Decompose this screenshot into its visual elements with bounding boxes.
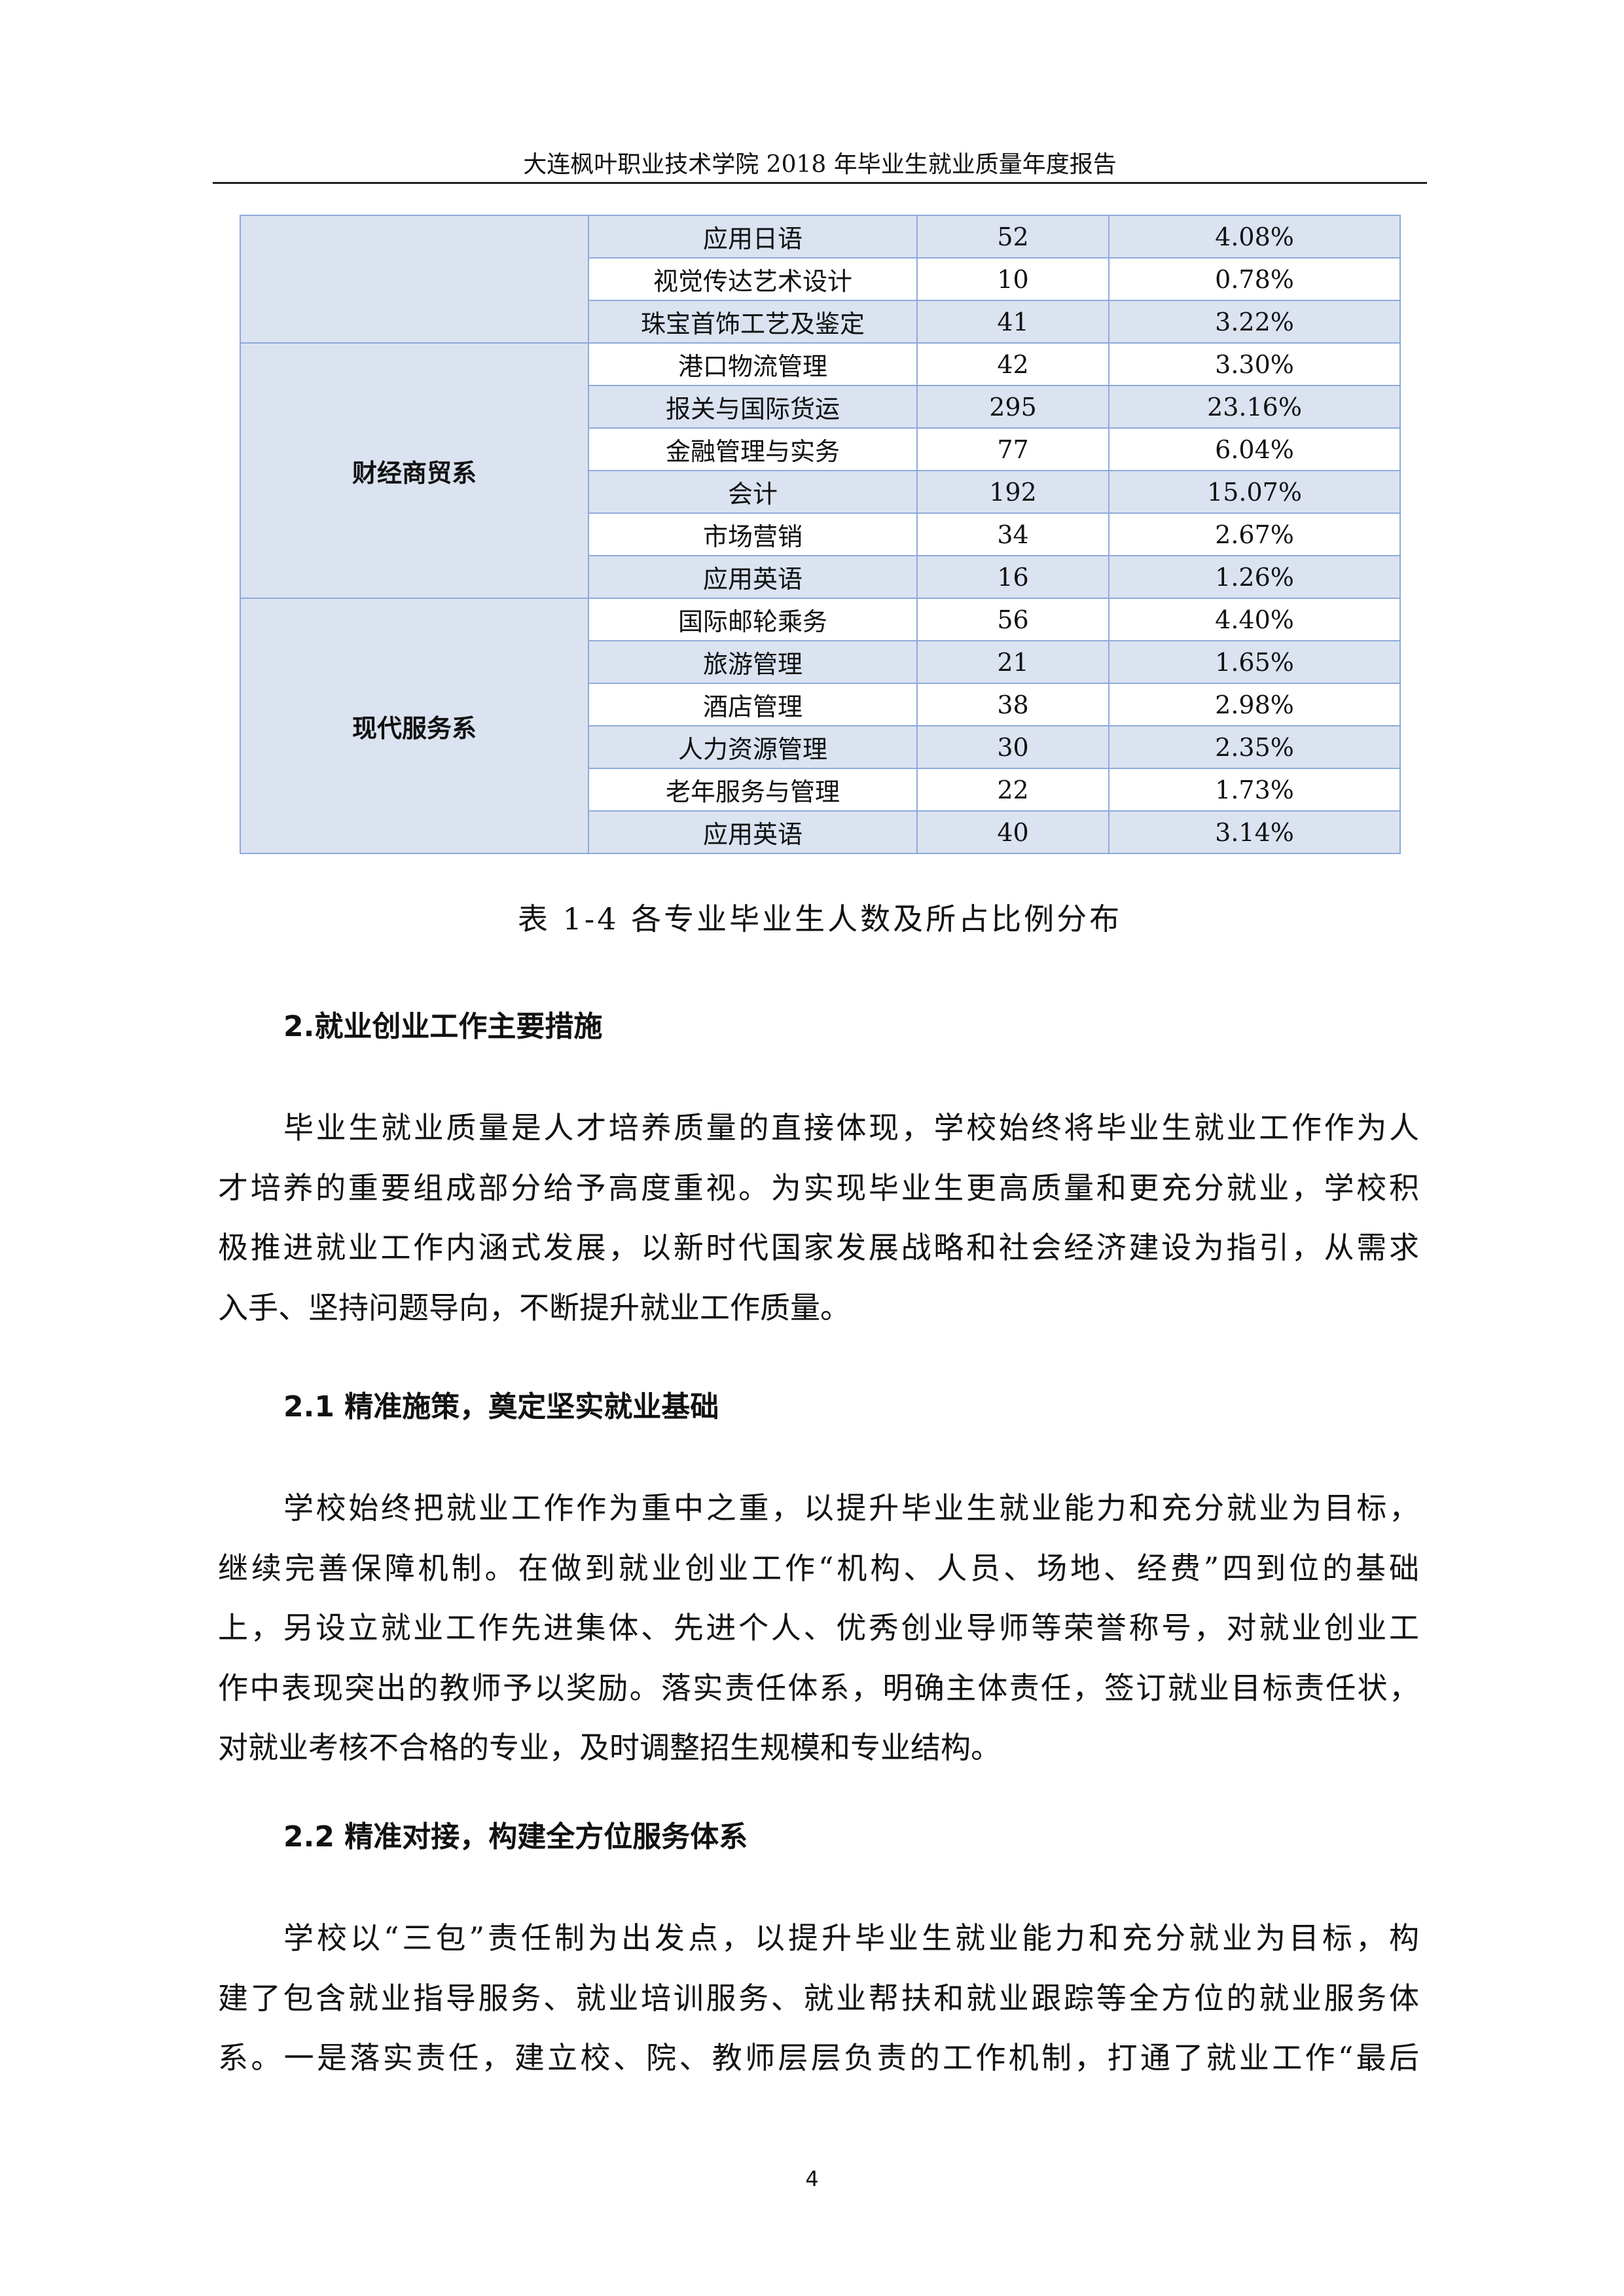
major-cell: 金融管理与实务 <box>588 427 918 471</box>
table-row: 珠宝首饰工艺及鉴定 41 3.22% <box>240 300 1401 344</box>
major-cell: 老年服务与管理 <box>588 768 918 812</box>
percent-cell: 4.08% <box>1108 215 1401 259</box>
count-cell: 16 <box>916 555 1110 599</box>
major-cell: 人力资源管理 <box>588 725 918 769</box>
major-cell: 珠宝首饰工艺及鉴定 <box>588 300 918 344</box>
table-row: 应用英语 40 3.14% <box>240 810 1401 854</box>
percent-cell: 2.98% <box>1108 683 1401 726</box>
percent-cell: 3.14% <box>1108 810 1401 854</box>
paragraph-line: 极推进就业工作内涵式发展，以新时代国家发展战略和社会经济建设为指引，从需求 <box>218 1230 1419 1265</box>
table-row: 人力资源管理 30 2.35% <box>240 725 1401 769</box>
paragraph-line: 上，另设立就业工作先进集体、先进个人、优秀创业导师等荣誉称号，对就业创业工 <box>218 1610 1419 1645</box>
count-cell: 77 <box>916 427 1110 471</box>
count-cell: 295 <box>916 385 1110 429</box>
count-cell: 30 <box>916 725 1110 769</box>
major-cell: 港口物流管理 <box>588 342 918 386</box>
major-cell: 会计 <box>588 470 918 514</box>
count-cell: 41 <box>916 300 1110 344</box>
major-cell: 旅游管理 <box>588 640 918 684</box>
table-row: 金融管理与实务 77 6.04% <box>240 427 1401 471</box>
paragraph-line: 学校以“三包”责任制为出发点，以提升毕业生就业能力和充分就业为目标，构 <box>283 1920 1419 1956</box>
table-row: 老年服务与管理 22 1.73% <box>240 768 1401 812</box>
percent-cell: 2.35% <box>1108 725 1401 769</box>
table-row: 现代服务系 国际邮轮乘务 56 4.40% <box>240 598 1401 854</box>
table-row: 财经商贸系 港口物流管理 42 3.30% <box>240 342 1401 599</box>
percent-cell: 15.07% <box>1108 470 1401 514</box>
paragraph-line: 才培养的重要组成部分给予高度重视。为实现毕业生更高质量和更充分就业，学校积 <box>218 1170 1419 1206</box>
paragraph-line: 继续完善保障机制。在做到就业创业工作“机构、人员、场地、经费”四到位的基础 <box>218 1550 1419 1586</box>
table-row: 报关与国际货运 295 23.16% <box>240 385 1401 429</box>
count-cell: 21 <box>916 640 1110 684</box>
count-cell: 34 <box>916 512 1110 556</box>
table-row: 应用日语 52 4.08% <box>240 215 1401 344</box>
count-cell: 40 <box>916 810 1110 854</box>
percent-cell: 6.04% <box>1108 427 1401 471</box>
count-cell: 38 <box>916 683 1110 726</box>
major-cell: 国际邮轮乘务 <box>588 598 918 641</box>
table-row: 视觉传达艺术设计 10 0.78% <box>240 257 1401 301</box>
percent-cell: 4.40% <box>1108 598 1401 641</box>
percent-cell: 3.22% <box>1108 300 1401 344</box>
count-cell: 56 <box>916 598 1110 641</box>
percent-cell: 0.78% <box>1108 257 1401 301</box>
count-cell: 10 <box>916 257 1110 301</box>
major-cell: 应用英语 <box>588 555 918 599</box>
paragraph-line: 系。一是落实责任，建立校、院、教师层层负责的工作机制，打通了就业工作“最后 <box>218 2040 1419 2075</box>
major-cell: 视觉传达艺术设计 <box>588 257 918 301</box>
major-cell: 应用英语 <box>588 810 918 854</box>
percent-cell: 1.26% <box>1108 555 1401 599</box>
count-cell: 52 <box>916 215 1110 259</box>
percent-cell: 2.67% <box>1108 512 1401 556</box>
major-cell: 市场营销 <box>588 512 918 556</box>
paragraph-line: 对就业考核不合格的专业，及时调整招生规模和专业结构。 <box>218 1730 1001 1765</box>
table-caption: 表 1-4 各专业毕业生人数及所占比例分布 <box>517 901 1123 937</box>
percent-cell: 3.30% <box>1108 342 1401 386</box>
paragraph-line: 学校始终把就业工作作为重中之重，以提升毕业生就业能力和充分就业为目标， <box>283 1490 1419 1526</box>
paragraph-line: 入手、坚持问题导向，不断提升就业工作质量。 <box>218 1289 850 1325</box>
count-cell: 22 <box>916 768 1110 812</box>
major-cell: 报关与国际货运 <box>588 385 918 429</box>
majors-table: 应用日语 52 4.08% 视觉传达艺术设计 10 0.78% 珠宝首饰工艺及鉴定 41 3.2… <box>240 215 1401 854</box>
section-heading: 2.1 精准施策，奠定坚实就业基础 <box>283 1390 719 1424</box>
percent-cell: 23.16% <box>1108 385 1401 429</box>
department-cell: 财经商贸系 <box>240 342 589 599</box>
paragraph-line: 作中表现突出的教师予以奖励。落实责任体系，明确主体责任，签订就业目标责任状， <box>218 1670 1419 1706</box>
department-cell <box>240 215 589 344</box>
count-cell: 192 <box>916 470 1110 514</box>
table-row: 会计 192 15.07% <box>240 470 1401 514</box>
running-header: 大连枫叶职业技术学院 2018 年毕业生就业质量年度报告 <box>523 151 1117 178</box>
department-cell: 现代服务系 <box>240 598 589 854</box>
percent-cell: 1.73% <box>1108 768 1401 812</box>
major-cell: 酒店管理 <box>588 683 918 726</box>
major-cell: 应用日语 <box>588 215 918 259</box>
section-heading: 2.2 精准对接，构建全方位服务体系 <box>283 1820 748 1854</box>
table-row: 市场营销 34 2.67% <box>240 512 1401 556</box>
count-cell: 42 <box>916 342 1110 386</box>
paragraph-line: 建了包含就业指导服务、就业培训服务、就业帮扶和就业跟踪等全方位的就业服务体 <box>218 1980 1419 2016</box>
header-divider <box>213 182 1427 184</box>
percent-cell: 1.65% <box>1108 640 1401 684</box>
table-row: 酒店管理 38 2.98% <box>240 683 1401 726</box>
section-heading: 2.就业创业工作主要措施 <box>283 1010 603 1043</box>
paragraph-line: 毕业生就业质量是人才培养质量的直接体现，学校始终将毕业生就业工作作为人 <box>283 1110 1419 1145</box>
table-row: 应用英语 16 1.26% <box>240 555 1401 599</box>
page-number: 4 <box>805 2166 819 2191</box>
table-row: 旅游管理 21 1.65% <box>240 640 1401 684</box>
